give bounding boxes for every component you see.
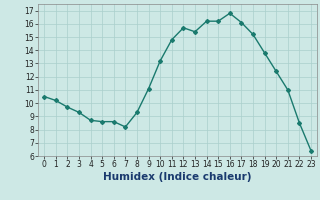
X-axis label: Humidex (Indice chaleur): Humidex (Indice chaleur) xyxy=(103,172,252,182)
